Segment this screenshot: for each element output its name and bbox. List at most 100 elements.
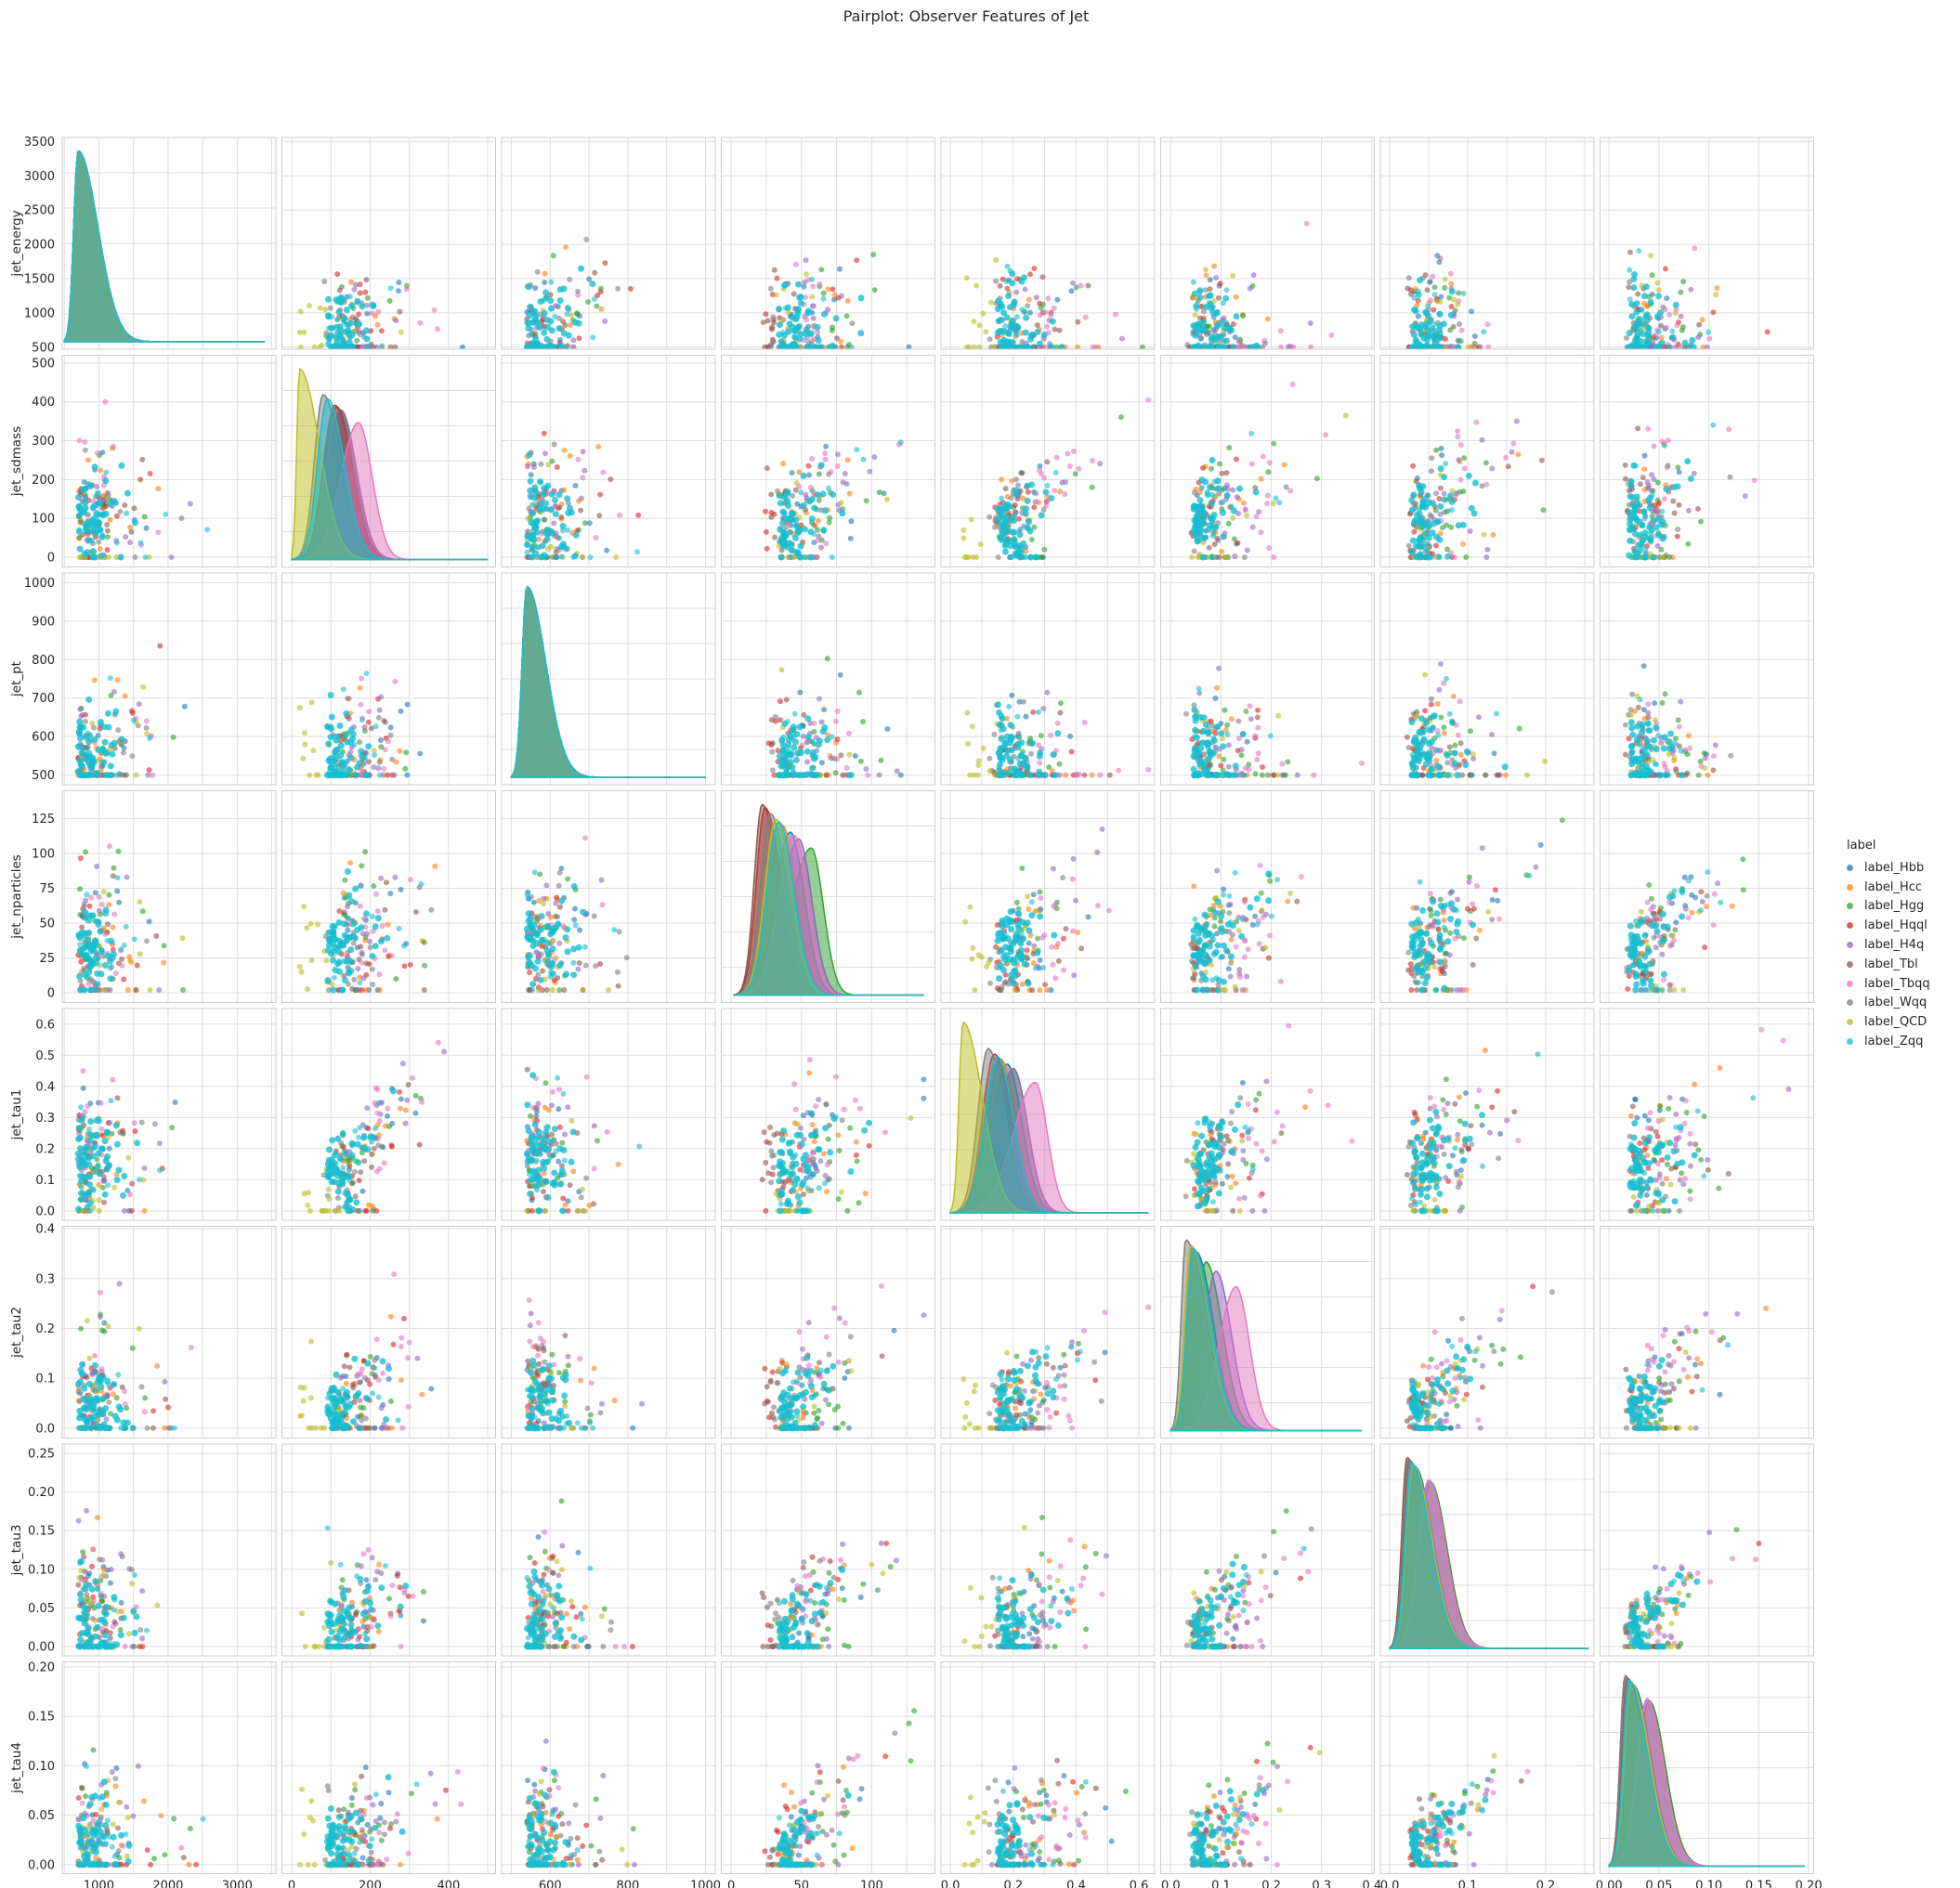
point-label_Zqq: [1690, 344, 1697, 349]
kde-label_Zqq: [510, 585, 706, 778]
point-label_Hbb: [404, 772, 411, 778]
point-label_Zqq: [1435, 763, 1443, 770]
point-label_Hbb: [1068, 288, 1075, 294]
point-label_Zqq: [1028, 739, 1036, 747]
point-label_Tbqq: [1042, 344, 1049, 349]
point-label_H4q: [1705, 344, 1710, 349]
point-label_Hcc: [376, 987, 383, 993]
point-label_Hqql: [635, 512, 642, 518]
point-label_Hgg: [1243, 709, 1249, 714]
point-label_Zqq: [1633, 300, 1640, 307]
point-label_Zqq: [1627, 296, 1633, 303]
point-label_Zqq: [86, 732, 94, 739]
point-label_Zqq: [1209, 457, 1216, 463]
point-label_QCD: [1244, 513, 1250, 518]
point-label_Tbl: [392, 344, 399, 349]
point-label_QCD: [1342, 412, 1349, 419]
point-label_Tbqq: [76, 437, 83, 444]
point-label_Zqq: [1437, 465, 1444, 473]
point-label_Zqq: [810, 749, 817, 756]
point-label_Tbqq: [1461, 465, 1468, 472]
point-label_Tbl: [764, 465, 770, 472]
point-label_Zqq: [1645, 324, 1653, 332]
point-label_Zqq: [1446, 710, 1453, 717]
panel-background: [1600, 355, 1814, 567]
point-label_Hqql: [777, 717, 783, 723]
point-label_Hqql: [137, 476, 144, 483]
point-label_Hqql: [1031, 504, 1038, 511]
point-label_H4q: [1467, 528, 1473, 534]
point-label_Hgg: [1675, 464, 1681, 471]
point-label_H4q: [1013, 289, 1020, 295]
point-label_Zqq: [1422, 761, 1430, 768]
point-label_Zqq: [1194, 772, 1201, 779]
point-label_Zqq: [558, 553, 565, 560]
point-label_Zqq: [359, 717, 365, 723]
point-label_Zqq: [1411, 332, 1418, 339]
y-tick-label: 75: [39, 882, 55, 896]
point-label_Tbqq: [815, 537, 821, 543]
point-label_Tbqq: [1113, 311, 1118, 318]
point-label_Zqq: [1233, 313, 1240, 320]
point-label_Tbl: [1404, 734, 1410, 740]
point-label_Hcc: [1264, 316, 1271, 322]
point-label_Tbqq: [804, 317, 809, 323]
point-label_Zqq: [542, 500, 550, 507]
point-label_Tbqq: [388, 953, 395, 959]
point-label_Zqq: [1408, 760, 1416, 767]
point-label_Hqql: [157, 643, 163, 649]
point-label_Zqq: [784, 543, 791, 551]
kde-label_Zqq: [291, 397, 489, 561]
panel-marks: [1622, 422, 1757, 561]
point-label_H4q: [352, 281, 359, 288]
point-label_Wqq: [96, 539, 102, 545]
point-label_Zqq: [344, 738, 351, 746]
point-label_Zqq: [90, 757, 97, 764]
point-label_Hqql: [628, 286, 634, 292]
point-label_Zqq: [1418, 523, 1426, 530]
point-label_Zqq: [85, 537, 93, 544]
point-label_Zqq: [1014, 744, 1022, 751]
point-label_Zqq: [1197, 745, 1205, 752]
point-label_H4q: [579, 495, 584, 501]
point-label_Tbl: [1214, 535, 1221, 541]
point-label_Hqql: [1068, 749, 1075, 755]
point-label_Hgg: [1516, 725, 1522, 732]
point-label_Zqq: [1687, 475, 1694, 482]
point-label_Zqq: [88, 762, 96, 769]
point-label_QCD: [296, 705, 303, 710]
point-label_Zqq: [111, 498, 118, 505]
point-label_Hgg: [1072, 471, 1078, 477]
point-label_Zqq: [1276, 500, 1283, 506]
point-label_Zqq: [387, 285, 394, 292]
point-label_Zqq: [1465, 472, 1472, 479]
point-label_QCD: [987, 299, 994, 306]
point-label_Zqq: [1209, 554, 1215, 560]
point-label_Hcc: [1433, 757, 1440, 763]
point-label_Zqq: [77, 942, 84, 948]
point-label_Zqq: [357, 332, 363, 338]
point-label_Wqq: [769, 767, 776, 774]
point-label_Zqq: [563, 545, 570, 553]
point-label_H4q: [1651, 476, 1657, 483]
point-label_Zqq: [1657, 521, 1665, 528]
point-label_Zqq: [1000, 534, 1007, 540]
point-label_Hcc: [1515, 451, 1522, 458]
point-label_Hgg: [180, 987, 186, 993]
point-label_Zqq: [1205, 756, 1212, 762]
point-label_Zqq: [790, 510, 796, 517]
point-label_Wqq: [132, 554, 138, 560]
point-label_Zqq: [1423, 545, 1430, 552]
point-label_Zqq: [809, 276, 816, 282]
point-label_Hgg: [1031, 524, 1038, 530]
point-label_Tbqq: [85, 981, 92, 987]
point-label_Zqq: [1253, 342, 1261, 349]
point-label_Hqql: [1043, 499, 1050, 505]
point-label_Wqq: [1427, 279, 1433, 285]
point-label_Hbb: [364, 310, 371, 317]
point-label_QCD: [568, 312, 575, 319]
point-label_Zqq: [1469, 772, 1475, 778]
point-label_Zqq: [1193, 734, 1200, 741]
point-label_Wqq: [840, 772, 846, 778]
point-label_Hqql: [854, 257, 860, 264]
